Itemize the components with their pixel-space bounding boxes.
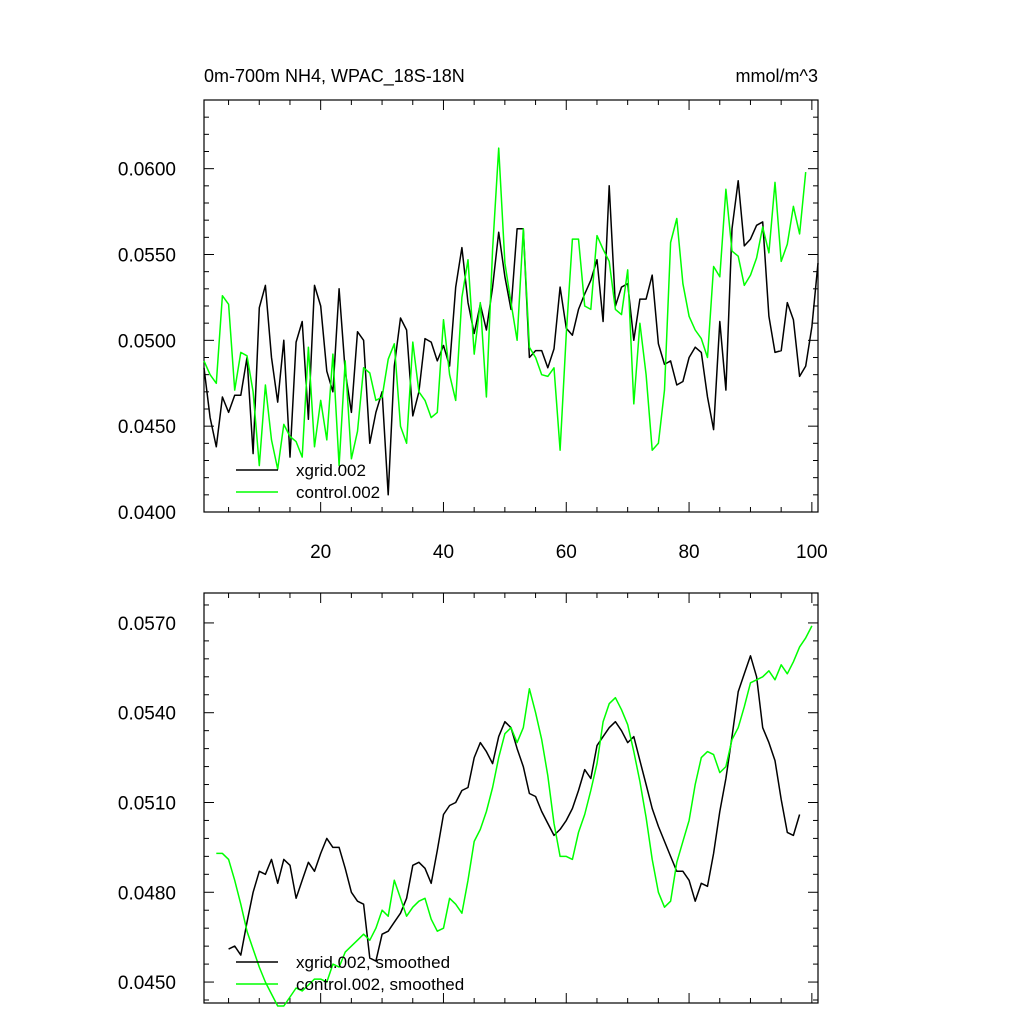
y-tick-label: 0.0600 xyxy=(118,160,176,181)
x-tick-label: 40 xyxy=(433,542,454,563)
series-line-1 xyxy=(203,147,807,470)
legend-label-0: xgrid.002 xyxy=(296,461,366,480)
x-tick-label: 80 xyxy=(678,542,699,563)
legend-label-1: control.002 xyxy=(296,483,380,502)
y-tick-label: 0.0450 xyxy=(118,417,176,438)
y-tick-label: 0.0550 xyxy=(118,246,176,267)
x-tick-label: 20 xyxy=(310,542,331,563)
x-tick-label: 100 xyxy=(796,542,828,563)
y-tick-label: 0.0450 xyxy=(118,973,176,994)
series-line-0 xyxy=(203,179,819,496)
series-line-0 xyxy=(228,655,801,962)
legend-label-1: control.002, smoothed xyxy=(296,975,464,994)
series-line-1 xyxy=(216,625,813,1007)
chart-title: 0m-700m NH4, WPAC_18S-18N xyxy=(204,66,465,87)
y-tick-label: 0.0400 xyxy=(118,503,176,524)
y-tick-label: 0.0510 xyxy=(118,793,176,814)
y-tick-label: 0.0500 xyxy=(118,331,176,352)
units-label: mmol/m^3 xyxy=(736,66,818,86)
plot-frame xyxy=(203,592,819,1004)
top-panel: 20 40 60 80 100 0.0400 0.0450 0.0500 0.0550 0.060… xyxy=(118,66,828,563)
legend-label-0: xgrid.002, smoothed xyxy=(296,953,450,972)
y-tick-label: 0.0480 xyxy=(118,883,176,904)
y-tick-label: 0.0540 xyxy=(118,704,176,725)
bottom-panel: 0.0450 0.0480 0.0510 0.0540 0.0570 xgrid.002,… xyxy=(118,592,819,1007)
x-tick-label: 60 xyxy=(556,542,577,563)
y-tick-label: 0.0570 xyxy=(118,614,176,635)
